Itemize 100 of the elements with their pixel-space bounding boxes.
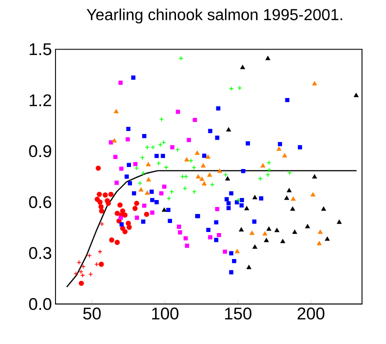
point bbox=[284, 196, 289, 200]
point bbox=[282, 153, 287, 158]
point bbox=[262, 231, 268, 236]
point bbox=[154, 154, 159, 158]
point bbox=[266, 226, 272, 231]
point bbox=[114, 109, 119, 114]
point bbox=[168, 218, 172, 224]
point bbox=[146, 177, 151, 182]
point bbox=[97, 200, 103, 205]
point bbox=[114, 240, 120, 245]
point bbox=[252, 220, 256, 224]
point bbox=[290, 196, 296, 201]
point bbox=[184, 236, 188, 240]
point bbox=[114, 180, 119, 185]
point bbox=[318, 230, 323, 234]
point bbox=[124, 174, 129, 179]
point bbox=[117, 202, 123, 208]
point bbox=[264, 238, 269, 242]
point bbox=[122, 229, 128, 234]
point bbox=[154, 200, 159, 204]
point bbox=[215, 206, 220, 212]
point bbox=[224, 197, 229, 202]
point bbox=[305, 224, 310, 228]
point bbox=[176, 110, 180, 114]
point bbox=[217, 168, 222, 173]
point bbox=[100, 222, 104, 226]
point bbox=[222, 250, 228, 254]
point bbox=[150, 190, 154, 194]
point bbox=[239, 227, 244, 232]
point bbox=[106, 200, 111, 206]
point bbox=[166, 208, 170, 212]
point bbox=[240, 203, 244, 208]
point bbox=[150, 210, 154, 215]
point bbox=[214, 220, 218, 224]
point bbox=[266, 56, 270, 60]
point bbox=[160, 154, 166, 158]
point bbox=[202, 181, 207, 186]
point bbox=[298, 145, 302, 150]
point bbox=[126, 162, 132, 168]
point bbox=[215, 136, 220, 140]
point bbox=[321, 206, 326, 211]
point bbox=[96, 166, 101, 171]
point bbox=[216, 106, 220, 110]
point bbox=[114, 210, 120, 216]
point bbox=[98, 204, 104, 210]
point bbox=[138, 187, 144, 192]
y-tick-label: 0.6 bbox=[29, 196, 52, 208]
y-tick-label: 0.0 bbox=[29, 298, 52, 310]
point bbox=[206, 154, 210, 159]
point bbox=[202, 154, 206, 158]
point bbox=[128, 181, 132, 186]
point bbox=[246, 265, 252, 270]
point bbox=[234, 249, 240, 254]
point bbox=[229, 191, 234, 196]
point bbox=[150, 198, 154, 202]
y-tick-label: 0.9 bbox=[29, 145, 52, 158]
point bbox=[207, 172, 212, 177]
point bbox=[252, 244, 258, 249]
point bbox=[274, 228, 280, 232]
point bbox=[182, 186, 188, 191]
point bbox=[312, 81, 317, 86]
point bbox=[166, 196, 172, 201]
point bbox=[234, 200, 240, 204]
point bbox=[226, 206, 231, 210]
point bbox=[280, 239, 286, 244]
point bbox=[98, 262, 104, 267]
x-tick-label: 200 bbox=[298, 308, 324, 320]
point bbox=[232, 258, 236, 264]
point bbox=[126, 137, 130, 142]
point bbox=[316, 241, 322, 246]
point bbox=[180, 174, 186, 180]
point bbox=[225, 176, 230, 181]
point bbox=[292, 230, 298, 234]
point bbox=[276, 146, 282, 151]
point bbox=[354, 93, 358, 98]
point bbox=[196, 174, 201, 178]
point bbox=[290, 206, 295, 211]
point bbox=[94, 196, 100, 202]
point bbox=[194, 150, 200, 155]
point bbox=[336, 220, 342, 224]
point bbox=[240, 65, 245, 70]
point bbox=[312, 174, 317, 178]
point bbox=[244, 206, 249, 210]
point bbox=[278, 142, 282, 146]
point bbox=[78, 280, 84, 286]
point bbox=[241, 168, 246, 174]
line-series bbox=[66, 170, 358, 288]
point bbox=[132, 206, 138, 211]
point bbox=[134, 200, 140, 206]
point bbox=[162, 208, 167, 212]
point bbox=[246, 141, 250, 146]
point bbox=[285, 98, 290, 102]
point bbox=[144, 212, 150, 217]
point bbox=[200, 163, 206, 168]
y-tick-label: 1.5 bbox=[30, 43, 52, 56]
point bbox=[206, 228, 210, 232]
point bbox=[108, 192, 114, 197]
point bbox=[184, 244, 190, 248]
point bbox=[142, 204, 146, 208]
y-tick-label: 1.2 bbox=[30, 94, 52, 106]
